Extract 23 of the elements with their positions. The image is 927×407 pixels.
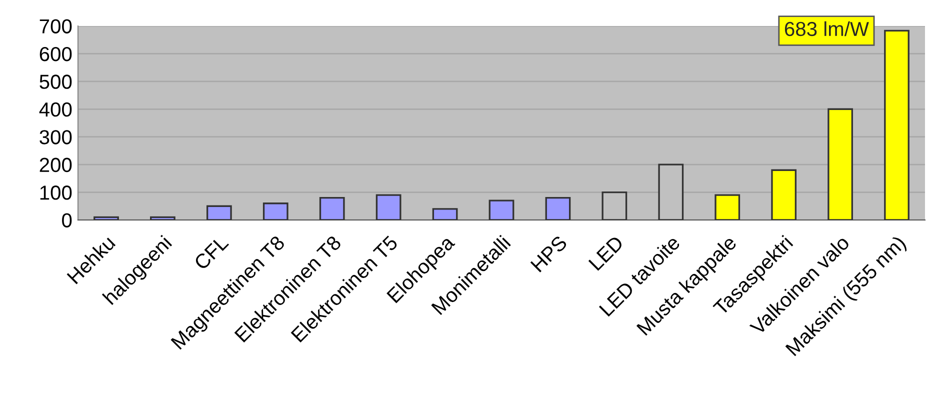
y-tick-label: 400 bbox=[39, 102, 72, 117]
bar bbox=[432, 208, 458, 220]
bar bbox=[94, 216, 119, 220]
bar bbox=[376, 194, 402, 220]
y-tick-label: 0 bbox=[62, 213, 72, 228]
bar bbox=[771, 169, 797, 220]
y-tick-label: 500 bbox=[40, 74, 72, 89]
bar bbox=[828, 108, 853, 220]
annotation: 683 lm/W bbox=[784, 21, 869, 36]
bar bbox=[150, 216, 176, 220]
y-tick-label: 100 bbox=[40, 186, 72, 200]
bar bbox=[206, 205, 232, 220]
y-tick-label: 600 bbox=[40, 46, 72, 62]
bar bbox=[319, 196, 345, 220]
bar bbox=[488, 200, 514, 220]
bar bbox=[262, 202, 288, 220]
bar bbox=[884, 30, 910, 220]
y-tick-label: 200 bbox=[40, 158, 72, 172]
y-tick-label: 700 bbox=[40, 19, 72, 34]
bar bbox=[545, 196, 571, 220]
x-tick-label: LED bbox=[588, 235, 624, 271]
bar bbox=[714, 194, 740, 220]
y-tick-label: 300 bbox=[40, 130, 72, 144]
